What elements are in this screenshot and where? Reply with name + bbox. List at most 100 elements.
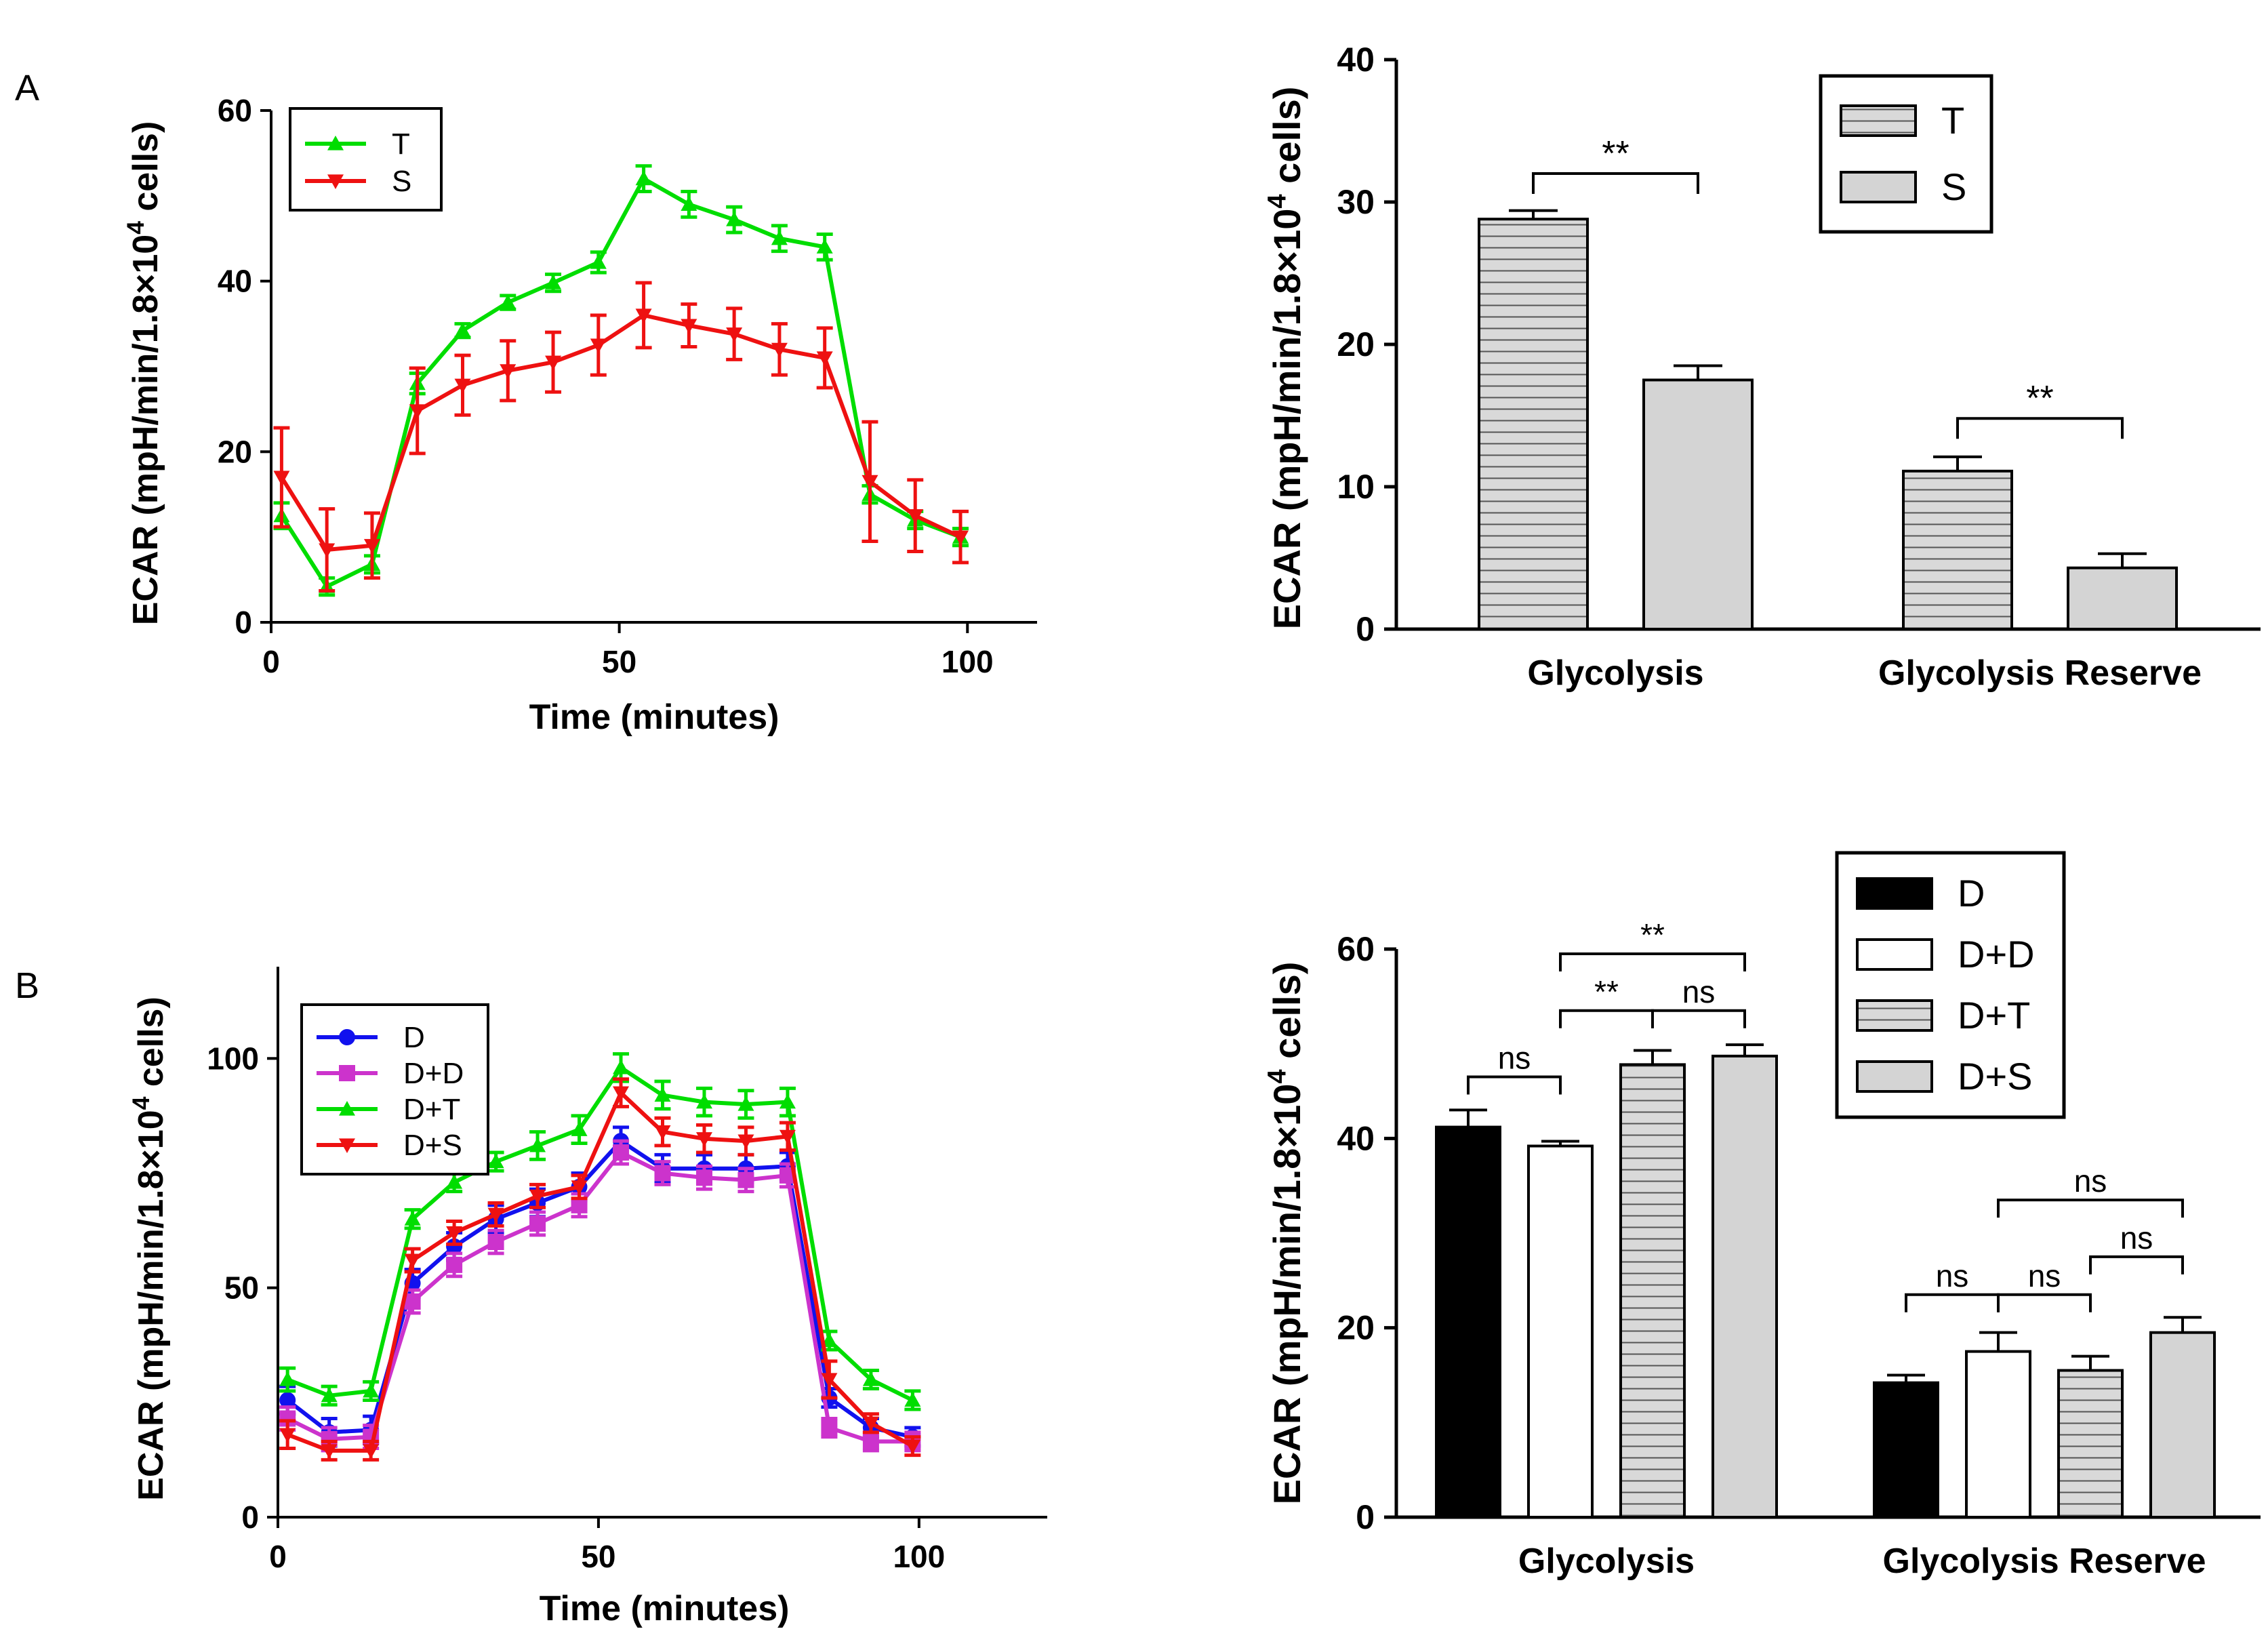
data-point [363,1382,380,1398]
y-tick-label: 0 [241,1500,259,1535]
data-point [363,1444,380,1459]
bar-s [1642,378,1754,630]
bar-d-plus-t [2057,1369,2124,1519]
legend-label: D+S [1958,1055,2033,1098]
data-point [816,239,833,254]
data-point [446,1226,463,1241]
data-point [409,404,426,419]
y-tick-label: 10 [1337,468,1375,506]
data-point [279,1428,296,1443]
category-label: Glycolysis Reserve [1883,1542,2206,1581]
y-tick-label: 40 [1337,1119,1375,1157]
data-point [635,308,652,323]
category-label: Glycolysis [1518,1542,1695,1581]
data-point [590,338,607,354]
legend-label: T [1941,99,1964,142]
y-tick-label: 20 [1337,325,1375,363]
panel-label-a: A [15,68,39,108]
data-point [487,1207,504,1223]
series-line [279,176,962,589]
bar-d-plus-d [1965,1350,2031,1519]
y-tick-label: 0 [1356,610,1375,648]
significance-bracket: ns [1467,1041,1562,1095]
data-point [339,1029,355,1045]
series-d-plus-d [279,1139,921,1453]
y-axis-label: ECAR (mpH/min/1.8×104 cells) [123,121,165,626]
data-point [454,378,471,394]
y-tick-label: 30 [1337,183,1375,221]
legend-swatch [1856,877,1933,910]
bracket-line [1559,1009,1654,1028]
x-tick-label: 50 [581,1539,615,1574]
data-point [446,1174,463,1189]
data-point [327,174,344,189]
significance-bracket: ** [1559,917,1746,971]
significance-bracket: ns [1997,1163,2184,1218]
data-point [571,1121,588,1136]
significance-bracket: ** [1956,379,2124,439]
bar-d-plus-d [1527,1144,1594,1519]
data-point [726,327,743,342]
data-point [904,1392,921,1407]
significance-label: ns [1682,974,1716,1009]
data-point [339,1101,355,1116]
data-point [319,543,336,559]
data-point [529,1137,546,1152]
data-point [590,254,607,269]
data-point [404,1211,421,1226]
chart-a-bar: 0 10 20 30 40 ECAR (mpH/min/1.8×104 cells) Gly… [1263,41,2261,693]
data-point [446,1238,463,1255]
data-point [816,351,833,366]
y-tick-label: 20 [1337,1309,1375,1347]
x-axis-label: Time (minutes) [540,1589,790,1628]
legend-label: D+D [403,1057,464,1090]
data-point [529,1189,546,1205]
y-tick-label: 40 [218,264,252,299]
data-point [821,1373,838,1388]
data-point [363,539,380,554]
data-point [771,342,788,358]
data-point [500,364,517,379]
data-point [487,1234,504,1250]
data-point [862,1433,879,1450]
data-point [681,319,697,334]
data-point [681,196,697,212]
data-point [279,1371,296,1386]
bar-d [1435,1125,1501,1519]
chart-a-line: 0 20 40 60 0 50 100 Time (minutes) ECAR (mpH/min… [123,93,1037,737]
data-point [404,1293,421,1310]
panel-label-b: B [15,965,39,1006]
data-point [737,1096,754,1111]
y-axis-label: ECAR (mpH/min/1.8×104 cells) [128,997,171,1501]
x-tick-label: 100 [941,644,994,679]
data-point [737,1134,754,1150]
data-point [279,1392,296,1409]
data-point [487,1153,504,1169]
data-point [613,1059,630,1074]
data-point [545,355,562,371]
data-point [654,1165,671,1182]
legend-label: D [403,1021,425,1054]
data-point [952,530,969,546]
data-point [339,1065,355,1081]
legend: TS [289,107,443,212]
significance-bracket: ns [1997,1258,2092,1312]
category-label: Glycolysis Reserve [1878,654,2202,693]
data-point [695,1169,712,1186]
legend: TS [1819,74,1993,234]
data-point [695,1132,712,1147]
bracket-line [1997,1199,2184,1218]
legend-label: D [1958,872,1985,915]
data-point [545,275,562,289]
legend-label: D+T [1958,994,2030,1037]
y-tick-label: 0 [1356,1498,1375,1536]
data-point [446,1256,463,1273]
data-point [737,1171,754,1188]
data-point [771,230,788,245]
data-point [726,212,743,226]
chart-b-bar: 0 20 40 60 ECAR (mpH/min/1.8×104 cells) Glyco… [1263,851,2261,1581]
bracket-line [1956,417,2124,439]
bracket-line [1559,952,1746,971]
data-point [321,1444,338,1459]
